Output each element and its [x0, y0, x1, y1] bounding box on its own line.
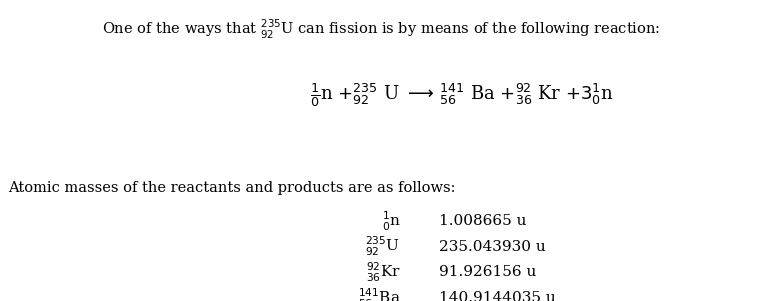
Text: $\frac{1}{0}$n $+^{235}_{92}$ U $\longrightarrow\,^{141}_{56}$ Ba $+^{92}_{36}$ : $\frac{1}{0}$n $+^{235}_{92}$ U $\longri… — [310, 81, 613, 109]
Text: 91.926156 u: 91.926156 u — [439, 265, 536, 279]
Text: $^{141}_{56}$Ba: $^{141}_{56}$Ba — [358, 286, 401, 301]
Text: $^{92}_{36}$Kr: $^{92}_{36}$Kr — [365, 261, 401, 284]
Text: 235.043930 u: 235.043930 u — [439, 240, 546, 254]
Text: $^{1}_{0}$n: $^{1}_{0}$n — [382, 209, 401, 233]
Text: 1.008665 u: 1.008665 u — [439, 214, 526, 228]
Text: $^{235}_{92}$U: $^{235}_{92}$U — [365, 235, 401, 259]
Text: Atomic masses of the reactants and products are as follows:: Atomic masses of the reactants and produ… — [8, 181, 456, 195]
Text: 140.9144035 u: 140.9144035 u — [439, 291, 555, 301]
Text: One of the ways that $^{235}_{92}$U can fission is by means of the following rea: One of the ways that $^{235}_{92}$U can … — [102, 18, 661, 41]
